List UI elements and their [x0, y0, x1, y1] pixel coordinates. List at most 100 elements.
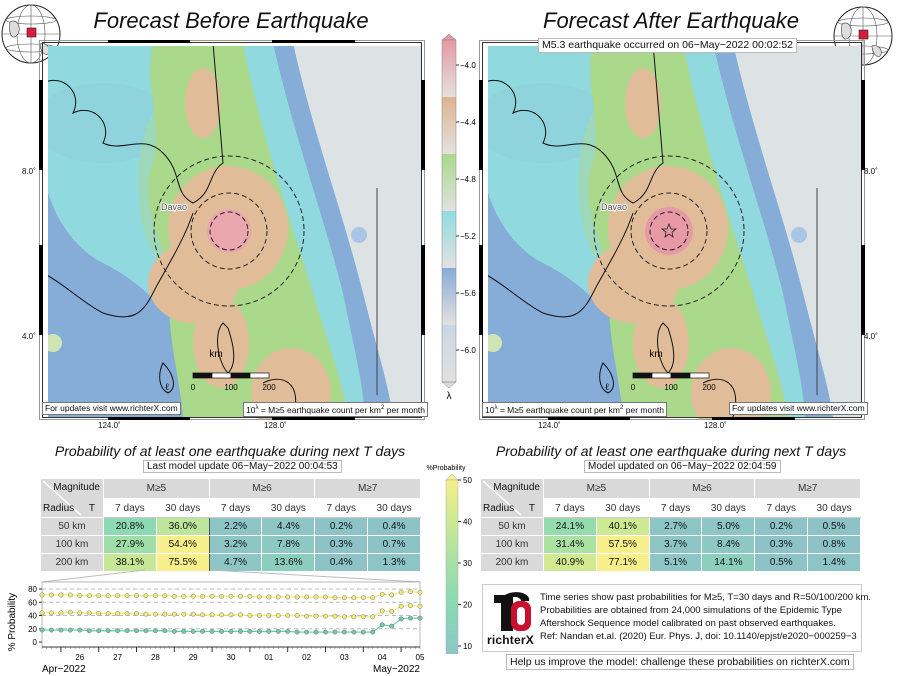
series-point-1	[294, 613, 300, 618]
note-sup: 2	[620, 405, 624, 411]
frame-tick-bar	[548, 417, 630, 420]
x-tick-label: 01	[264, 653, 273, 662]
note-text: = M≥5 earthquake count per km	[258, 404, 382, 415]
series-point-2	[408, 615, 413, 621]
frame-tick-bar	[108, 40, 190, 43]
frame-tick-bar	[479, 245, 483, 335]
y-tick-label: 60	[28, 598, 37, 607]
series-point-2	[124, 628, 130, 634]
probability-cell: 27.9%	[103, 535, 157, 554]
table-corner: Magnitude Radius T	[40, 478, 104, 518]
period-header: 30 days	[595, 498, 650, 518]
probability-cell: 1.4%	[807, 553, 861, 572]
y-tick-label: 40	[28, 612, 37, 621]
left-update-time: Last model update 06−May−2022 00:04:53	[143, 460, 342, 473]
series-point-1	[162, 611, 168, 617]
corner-t-label: T	[528, 503, 535, 514]
frame-tick-bar	[479, 80, 483, 170]
colorbar-segment	[442, 97, 456, 154]
magnitude-header: M≥7	[754, 477, 861, 500]
forecast-map-before[interactable]: Davao 0 100 200 km ℓ	[38, 40, 426, 420]
series-point-0	[152, 593, 158, 599]
series-point-0	[143, 593, 149, 599]
high-rate-zone	[193, 298, 249, 388]
probability-cell: 0.5%	[754, 553, 809, 572]
period-header: 30 days	[701, 498, 756, 518]
scale-label: 100	[664, 383, 678, 392]
colorbar-tick-label: 10	[463, 642, 472, 651]
corner-t-label: T	[88, 503, 95, 514]
series-point-2	[190, 628, 196, 634]
period-header: 7 days	[543, 498, 597, 518]
series-point-0	[332, 595, 338, 601]
series-point-2	[294, 629, 300, 635]
series-point-1	[143, 611, 149, 617]
series-point-0	[247, 593, 253, 599]
city-label-davao: Davao	[601, 202, 627, 212]
connector-line	[41, 569, 146, 583]
series-point-1	[341, 614, 347, 620]
series-point-2	[247, 628, 253, 634]
colorbar-tick-label: −4.4	[460, 118, 476, 127]
scale-label: 200	[702, 383, 716, 392]
mid-rate-spot	[488, 334, 502, 352]
probability-cell: 24.1%	[543, 517, 597, 536]
period-header-row: 7 days 30 days 7 days 30 days 7 days 30 …	[481, 498, 861, 518]
colorbar-border	[441, 39, 457, 383]
table-row: 50 km 24.1% 40.1% 2.7% 5.0% 0.2% 0.5%	[480, 517, 861, 536]
colorbar-segment	[442, 40, 456, 97]
probability-cell: 38.1%	[103, 553, 157, 572]
diagonal-divider	[42, 480, 82, 516]
series-point-0	[370, 595, 376, 601]
probability-cell: 5.0%	[701, 517, 756, 536]
probability-cell: 36.0%	[155, 517, 210, 536]
magnitude-header-row: Magnitude Radius T M≥5 M≥6 M≥7	[40, 477, 421, 518]
scale-bar-segment	[230, 372, 251, 379]
table-row: 50 km 20.8% 36.0% 2.2% 4.4% 0.2% 0.4%	[40, 517, 421, 536]
compass-rose-icon: ℓ	[605, 382, 610, 393]
series-point-1	[39, 610, 45, 616]
series-point-0	[77, 593, 83, 599]
colorbar-tick-label: −4.0	[460, 61, 476, 70]
series-point-1	[96, 611, 102, 616]
series-point-2	[58, 627, 64, 633]
series-point-0	[162, 593, 168, 599]
table-row: 100 km 27.9% 54.4% 3.2% 7.8% 0.3% 0.7%	[40, 535, 421, 554]
series-point-2	[285, 628, 291, 634]
colorbar-tick-label: −6.0	[460, 346, 476, 355]
series-point-1	[332, 613, 338, 619]
probability-cell: 4.4%	[261, 517, 316, 536]
probability-cell: 5.1%	[648, 553, 703, 572]
scale-bar-segment	[211, 372, 232, 379]
series-point-2	[313, 629, 319, 635]
magnitude-header: M≥7	[314, 477, 421, 500]
magnitude-header: M≥6	[648, 477, 756, 500]
series-point-0	[96, 593, 102, 599]
scale-bar-segment	[651, 372, 672, 379]
series-point-2	[323, 629, 328, 635]
series-point-2	[181, 628, 187, 634]
probability-cell: 14.1%	[701, 553, 756, 572]
series-point-0	[124, 593, 130, 599]
series-point-2	[67, 627, 73, 633]
series-point-0	[228, 593, 234, 599]
series-point-2	[228, 628, 234, 634]
series-point-0	[181, 593, 187, 599]
probability-cell: 0.2%	[314, 517, 369, 536]
forecast-map-after[interactable]: Davao 0 100 200 km ℓ	[478, 40, 866, 420]
info-line: Aftershock Sequence model calibrated on …	[540, 618, 836, 629]
series-point-1	[360, 614, 366, 620]
period-header: 7 days	[314, 498, 369, 518]
series-point-0	[67, 592, 73, 598]
series-point-0	[256, 594, 262, 600]
y-tick-label: 80	[28, 585, 37, 594]
lon-label: 128.0˚	[704, 421, 727, 430]
challenge-link[interactable]: Help us improve the model: challenge the…	[506, 654, 854, 670]
series-point-1	[304, 613, 310, 619]
radius-label: 200 km	[480, 553, 544, 572]
richterx-logo-icon	[494, 592, 531, 631]
probability-cell: 75.5%	[155, 553, 210, 572]
probability-cell: 7.8%	[261, 535, 316, 554]
series-point-2	[152, 628, 158, 634]
colorbar-tick-label: 40	[463, 518, 472, 527]
